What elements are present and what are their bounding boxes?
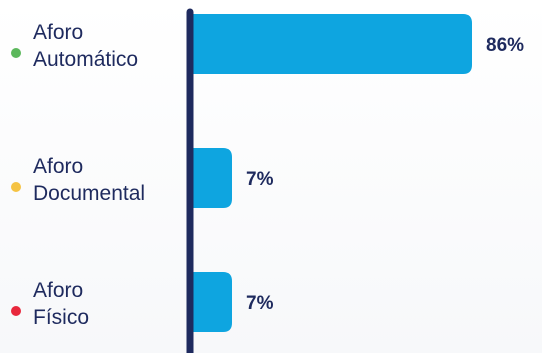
category-label-line: Automático bbox=[33, 48, 138, 71]
category-label-0: Aforo Automático bbox=[33, 21, 138, 71]
category-label-2: Aforo Físico bbox=[33, 279, 89, 329]
category-label-line: Aforo bbox=[33, 21, 83, 44]
category-label-line: Documental bbox=[33, 182, 145, 205]
bar-2 bbox=[192, 272, 232, 332]
category-label-line: Físico bbox=[33, 306, 89, 329]
category-label-line: Aforo bbox=[33, 279, 83, 302]
category-label-line: Aforo bbox=[33, 155, 83, 178]
bar-0 bbox=[192, 14, 472, 74]
legend-dot-1 bbox=[11, 182, 21, 192]
value-label-2: 7% bbox=[246, 293, 274, 314]
category-label-1: Aforo Documental bbox=[33, 155, 145, 205]
value-label-0: 86% bbox=[486, 35, 524, 56]
bar-1 bbox=[192, 148, 232, 208]
legend-dot-0 bbox=[11, 48, 21, 58]
legend-dot-2 bbox=[11, 306, 21, 316]
value-label-1: 7% bbox=[246, 169, 274, 190]
